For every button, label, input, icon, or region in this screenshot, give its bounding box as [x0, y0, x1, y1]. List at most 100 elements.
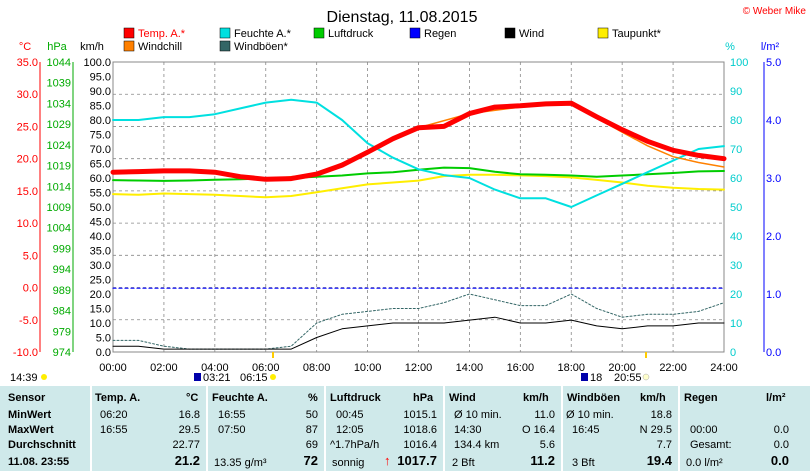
feuchte-now: 72: [303, 453, 318, 468]
regen-now-label: 0.0 l/m²: [686, 457, 723, 469]
stats-separator: [324, 386, 326, 471]
regen-total-label: Gesamt:: [690, 439, 732, 451]
pressure-tick-label: 1044: [47, 57, 71, 69]
stats-separator: [90, 386, 92, 471]
rain-tick-label: 4.0: [766, 115, 781, 127]
windboeen-max: N 29.5: [639, 424, 672, 436]
rain-tick-label: 5.0: [766, 57, 781, 69]
temp-tick-label: 15.0: [17, 186, 38, 198]
wind-tick-label: 20.0: [90, 289, 111, 301]
stats-separator: [678, 386, 680, 471]
wind-tick-label: 75.0: [90, 130, 111, 142]
feuchte-avg: 69: [305, 439, 318, 451]
series-line-taupunkt: [112, 173, 725, 199]
chart-title: Dienstag, 11.08.2015: [327, 9, 478, 26]
bottom-bar: 14:39 03:21 06:15 18 20:55: [10, 352, 650, 384]
wind-tick-label: 10.0: [90, 318, 111, 330]
wind-now: 11.2: [530, 453, 555, 468]
wind-min-label: Ø 10 min.: [454, 409, 502, 421]
time-label: 14:39: [10, 372, 38, 384]
stats-header-regen-unit: l/m²: [766, 392, 786, 404]
stats-row-min: MinWert: [8, 409, 52, 421]
windboeen-min: 18.8: [650, 409, 672, 421]
legend-swatch: [313, 27, 325, 39]
x-tick-label: 16:00: [507, 362, 535, 374]
legend-swatch: [123, 27, 135, 39]
pressure-tick-label: 984: [53, 306, 71, 318]
stats-header-feuchte-unit: %: [308, 392, 318, 404]
wind-tick-label: 30.0: [90, 260, 111, 272]
series-line-feuchtea: [112, 98, 725, 208]
pressure-tick-label: 999: [53, 243, 71, 255]
feuchte-now-extra: 13.35 g/m³: [214, 457, 267, 469]
pressure-tick-label: 994: [53, 264, 71, 276]
x-tick-label: 18:00: [557, 362, 585, 374]
regen-max: 0.0: [773, 424, 789, 436]
series-line-windben: [112, 293, 725, 350]
legend-label: Temp. A.*: [138, 28, 186, 40]
luftdruck-min-time: 00:45: [336, 409, 364, 421]
temp-tick-label: 25.0: [17, 121, 38, 133]
feuchte-min-time: 16:55: [218, 409, 246, 421]
sun-icon: [41, 374, 47, 380]
wind-tick-label: 85.0: [90, 101, 111, 113]
x-tick-label: 02:00: [150, 362, 178, 374]
windboeen-min-label: Ø 10 min.: [566, 409, 614, 421]
wind-tick-label: 45.0: [90, 217, 111, 229]
x-tick-label: 24:00: [710, 362, 738, 374]
rain-tick-label: 3.0: [766, 173, 781, 185]
wind-tick-label: 0.0: [96, 347, 111, 359]
pressure-tick-label: 1034: [47, 98, 71, 110]
rain-tick-label: 2.0: [766, 231, 781, 243]
rain-tick-label: 0.0: [766, 347, 781, 359]
moon-icon: [642, 373, 650, 381]
humidity-tick-label: 70: [730, 144, 742, 156]
humidity-tick-label: 60: [730, 173, 742, 185]
pressure-tick-label: 974: [53, 347, 71, 359]
x-tick-label: 06:00: [252, 362, 280, 374]
luftdruck-forecast: sonnig: [332, 457, 365, 469]
humidity-tick-label: 20: [730, 289, 742, 301]
wind-tick-label: 35.0: [90, 246, 111, 258]
sun-icon: [270, 374, 276, 380]
temp-avg: 22.77: [172, 439, 200, 451]
legend: Temp. A.* Feuchte A.* Luftdruck Regen Wind Ta…: [123, 27, 662, 53]
humidity-tick-label: 90: [730, 86, 742, 98]
x-tick-label: 08:00: [303, 362, 331, 374]
wind-distance: 134.4 km: [454, 439, 500, 451]
stats-header-feuchte: Feuchte A.: [212, 392, 268, 404]
stats-separator: [206, 386, 208, 471]
humidity-tick-label: 100: [730, 57, 748, 69]
feuchte-max: 87: [305, 424, 318, 436]
stats-header-wind-unit: km/h: [523, 392, 549, 404]
wind-tick-label: 25.0: [90, 275, 111, 287]
windboeen-avg: 7.7: [656, 439, 672, 451]
temp-min-time: 06:20: [100, 409, 128, 421]
pressure-tick-label: 1019: [47, 161, 71, 173]
stats-header-luftdruck-unit: hPa: [413, 392, 434, 404]
wind-min: 11.0: [534, 409, 555, 421]
wind-tick-label: 65.0: [90, 159, 111, 171]
legend-swatch: [219, 27, 231, 39]
temp-max: 29.5: [178, 424, 200, 436]
legend-label: Regen: [424, 28, 456, 40]
feuchte-max-time: 07:50: [218, 424, 246, 436]
legend-swatch: [504, 27, 516, 39]
humidity-tick-label: 50: [730, 202, 742, 214]
humidity-tick-label: 30: [730, 260, 742, 272]
x-tick-label: 22:00: [659, 362, 687, 374]
grid: 00:00 02:00 04:00 06:00 08:00 10:00 12:00 14:00…: [99, 61, 738, 374]
temp-max-time: 16:55: [100, 424, 128, 436]
legend-label: Windchill: [138, 41, 182, 53]
wind-tick-label: 100.0: [83, 57, 111, 69]
wind-tick-label: 80.0: [90, 115, 111, 127]
temp-tick-label: 5.0: [23, 250, 38, 262]
stats-header-temp-unit: °C: [186, 392, 199, 404]
pressure-tick-label: 979: [53, 326, 71, 338]
weather-chart: Dienstag, 11.08.2015 © Weber Mike Temp. …: [10, 6, 806, 384]
stats-separator: [443, 386, 445, 471]
pressure-tick-label: 1039: [47, 78, 71, 90]
regen-now: 0.0: [770, 453, 789, 468]
pressure-trend-arrow-icon: ↑: [384, 453, 391, 468]
humidity-tick-label: 40: [730, 231, 742, 243]
